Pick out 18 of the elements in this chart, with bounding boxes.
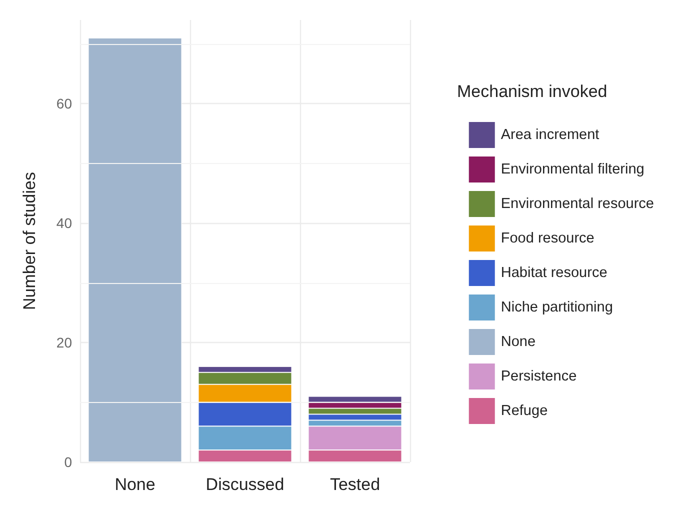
legend-label: None — [500, 334, 536, 350]
y-tick-label: 40 — [56, 215, 72, 232]
legend-label: Food resource — [500, 230, 594, 246]
y-tick-label: 20 — [56, 334, 72, 351]
x-tick-label: Discussed — [206, 475, 284, 494]
y-tick-label: 0 — [64, 454, 72, 470]
legend-label: Environmental filtering — [500, 162, 644, 178]
legend-label: Environmental resource — [500, 196, 654, 212]
x-tick-label: Tested — [330, 475, 380, 494]
legend-label: Persistence — [500, 368, 577, 384]
y-axis-title: Number of studies — [20, 172, 39, 310]
x-tick-label: None — [114, 475, 156, 494]
legend-label: Niche partitioning — [500, 300, 613, 316]
legend-label: Refuge — [500, 403, 548, 419]
legend-title: Mechanism invoked — [457, 82, 608, 101]
legend-label: Habitat resource — [500, 265, 608, 281]
y-tick-label: 60 — [56, 96, 72, 112]
legend-label: Area increment — [500, 127, 600, 143]
